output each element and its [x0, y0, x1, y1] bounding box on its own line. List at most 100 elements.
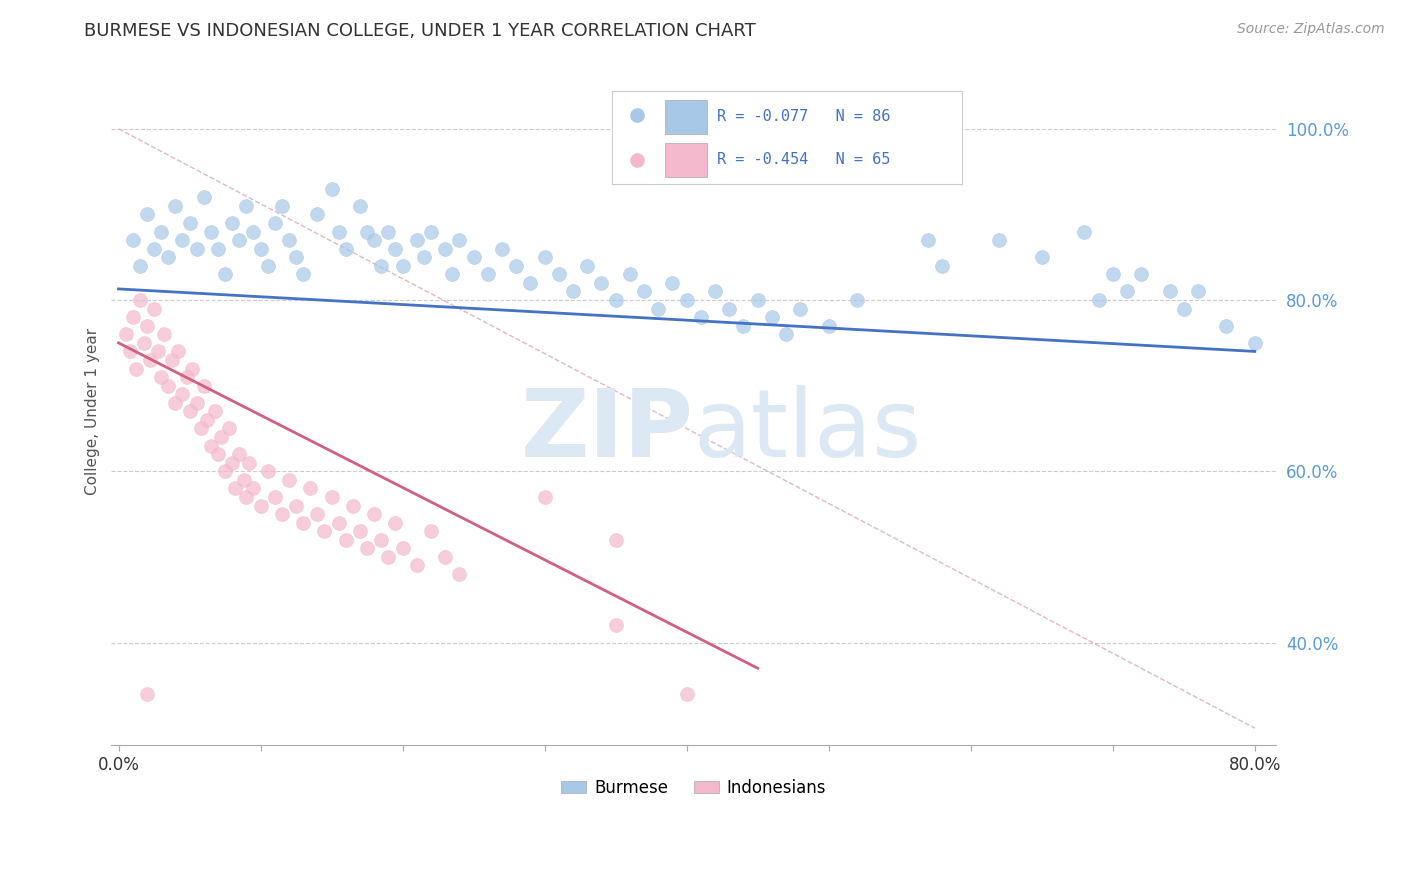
Point [235, 490, 257, 504]
Point [228, 447, 250, 461]
Point [1031, 250, 1053, 264]
Point [689, 310, 711, 325]
Point [249, 499, 271, 513]
Text: ZIP: ZIP [520, 385, 693, 477]
Point [1215, 318, 1237, 333]
Point [114, 327, 136, 342]
Point [321, 182, 343, 196]
Point [179, 216, 201, 230]
Point [356, 225, 378, 239]
Point [218, 421, 240, 435]
Point [249, 242, 271, 256]
Point [186, 242, 208, 256]
Point [391, 259, 413, 273]
Text: BURMESE VS INDONESIAN COLLEGE, UNDER 1 YEAR CORRELATION CHART: BURMESE VS INDONESIAN COLLEGE, UNDER 1 Y… [84, 22, 756, 40]
Point [307, 207, 329, 221]
Point [633, 285, 655, 299]
Point [846, 293, 869, 307]
Point [176, 370, 198, 384]
Point [172, 233, 194, 247]
Point [647, 301, 669, 316]
Point [209, 430, 232, 444]
Point [307, 507, 329, 521]
Point [817, 318, 839, 333]
Point [321, 490, 343, 504]
Point [335, 533, 357, 547]
Point [733, 318, 755, 333]
Point [605, 533, 627, 547]
Point [135, 687, 157, 701]
Point [328, 516, 350, 530]
Point [384, 242, 406, 256]
Point [1087, 293, 1109, 307]
Point [1187, 285, 1209, 299]
Point [238, 456, 260, 470]
Point [270, 199, 292, 213]
Point [619, 268, 641, 282]
Point [143, 301, 166, 316]
Point [270, 507, 292, 521]
Point [405, 233, 427, 247]
Point [370, 533, 392, 547]
Point [356, 541, 378, 556]
Point [181, 361, 204, 376]
Point [1173, 301, 1195, 316]
Point [931, 259, 953, 273]
Point [195, 413, 218, 427]
Point [1116, 285, 1139, 299]
Point [162, 353, 184, 368]
Point [391, 541, 413, 556]
Point [207, 447, 229, 461]
Point [278, 233, 301, 247]
Point [128, 293, 150, 307]
Point [384, 516, 406, 530]
Point [505, 259, 527, 273]
Point [363, 507, 385, 521]
Point [150, 225, 173, 239]
Point [420, 524, 443, 539]
Point [533, 250, 555, 264]
Point [591, 276, 613, 290]
Point [207, 242, 229, 256]
Point [193, 378, 215, 392]
Point [1159, 285, 1181, 299]
Point [441, 268, 464, 282]
Point [405, 558, 427, 573]
Point [285, 499, 308, 513]
Point [232, 473, 254, 487]
Point [285, 250, 308, 264]
Point [576, 259, 599, 273]
Point [278, 473, 301, 487]
Point [135, 207, 157, 221]
Point [477, 268, 499, 282]
Point [153, 327, 176, 342]
Point [718, 301, 741, 316]
Point [449, 567, 471, 582]
Point [675, 687, 697, 701]
Point [463, 250, 485, 264]
Point [228, 233, 250, 247]
Point [242, 225, 264, 239]
Point [547, 268, 569, 282]
Point [988, 233, 1011, 247]
Point [165, 396, 187, 410]
Point [214, 464, 236, 478]
Point [263, 216, 285, 230]
Point [328, 225, 350, 239]
Point [256, 259, 278, 273]
Point [363, 233, 385, 247]
Point [562, 285, 585, 299]
Point [299, 482, 322, 496]
Point [128, 259, 150, 273]
Point [135, 318, 157, 333]
Text: Source: ZipAtlas.com: Source: ZipAtlas.com [1237, 22, 1385, 37]
Point [420, 225, 443, 239]
Point [292, 516, 315, 530]
Point [224, 482, 246, 496]
Point [167, 344, 190, 359]
Point [165, 199, 187, 213]
Point [148, 344, 170, 359]
Point [491, 242, 513, 256]
Point [377, 549, 399, 564]
Point [292, 268, 315, 282]
